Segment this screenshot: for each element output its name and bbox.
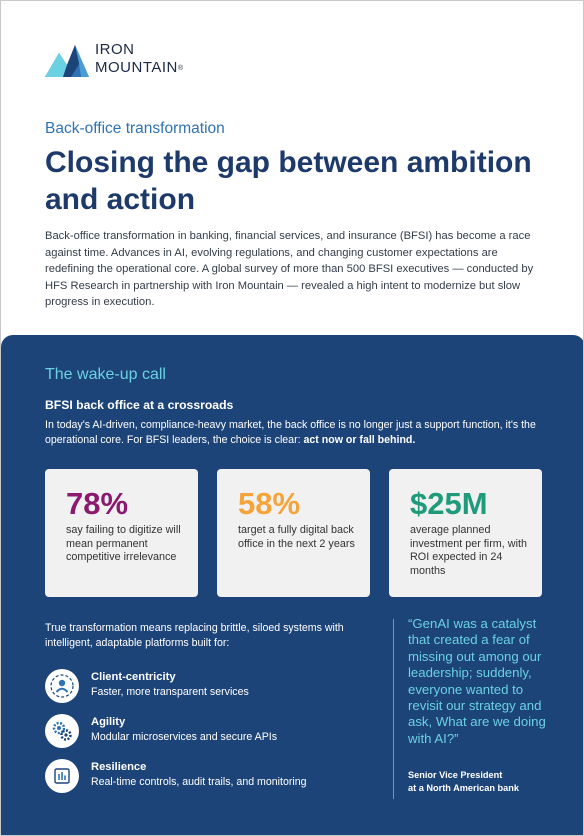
benefit-title: Client-centricity — [91, 671, 176, 683]
stat-description: target a fully digital back office in th… — [238, 524, 355, 550]
stat-card: 78% say failing to digitize will mean pe… — [45, 469, 198, 597]
quote-divider — [393, 619, 394, 799]
attribution-title: Senior Vice President — [408, 770, 503, 780]
page-title: Closing the gap between ambition and act… — [45, 146, 532, 216]
stat-card: 58% target a fully digital back office i… — [217, 469, 370, 597]
monitoring-icon — [45, 759, 79, 793]
benefit-item: Agility Modular microservices and secure… — [45, 714, 365, 754]
benefit-item: Resilience Real-time controls, audit tra… — [45, 759, 365, 799]
stat-value: $25M — [410, 486, 488, 521]
section-body: In today's AI-driven, compliance-heavy m… — [45, 418, 545, 448]
quote-attribution: Senior Vice President at a North America… — [408, 769, 568, 794]
mountain-logo-icon — [45, 45, 89, 77]
eyebrow-label: Back-office transformation — [45, 120, 225, 137]
stat-description: say failing to digitize will mean perman… — [66, 524, 181, 564]
section-body-emphasis: act now or fall behind. — [303, 434, 416, 446]
gears-icon — [45, 714, 79, 748]
stat-description: average planned investment per firm, wit… — [410, 524, 527, 577]
brand-name-line2: MOUNTAIN® — [95, 59, 184, 76]
registered-mark: ® — [177, 65, 184, 72]
benefit-description: Modular microservices and secure APIs — [91, 731, 278, 743]
benefit-title: Resilience — [91, 761, 147, 773]
benefit-description: Faster, more transparent services — [91, 686, 249, 698]
section-subheading: BFSI back office at a crossroads — [45, 398, 234, 412]
transformation-lead: True transformation means replacing brit… — [45, 622, 344, 649]
pull-quote: “GenAI was a catalyst that created a fea… — [408, 616, 546, 746]
brand-logo: IRON MOUNTAIN® — [45, 39, 205, 79]
stat-card: $25M average planned investment per firm… — [389, 469, 542, 597]
stat-value: 78% — [66, 486, 129, 521]
benefit-item: Client-centricity Faster, more transpare… — [45, 669, 365, 709]
brand-name-line1: IRON — [95, 41, 135, 58]
section-body-text: In today's AI-driven, compliance-heavy m… — [45, 419, 536, 446]
intro-paragraph: Back-office transformation in banking, f… — [45, 230, 534, 308]
client-centricity-icon — [45, 669, 79, 703]
attribution-org: at a North American bank — [408, 782, 519, 793]
benefit-title: Agility — [91, 716, 126, 728]
benefit-description: Real-time controls, audit trails, and mo… — [91, 776, 307, 788]
stat-value: 58% — [238, 486, 301, 521]
section-heading: The wake-up call — [45, 366, 166, 383]
